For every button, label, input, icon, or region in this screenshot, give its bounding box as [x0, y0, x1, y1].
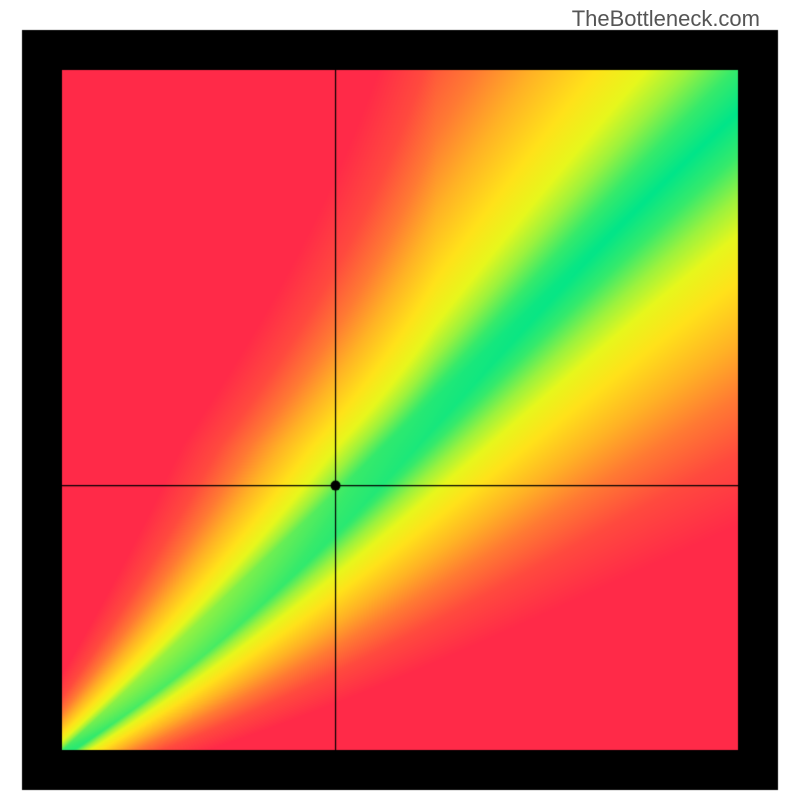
bottleneck-heatmap	[0, 0, 800, 800]
watermark-text: TheBottleneck.com	[572, 6, 760, 32]
